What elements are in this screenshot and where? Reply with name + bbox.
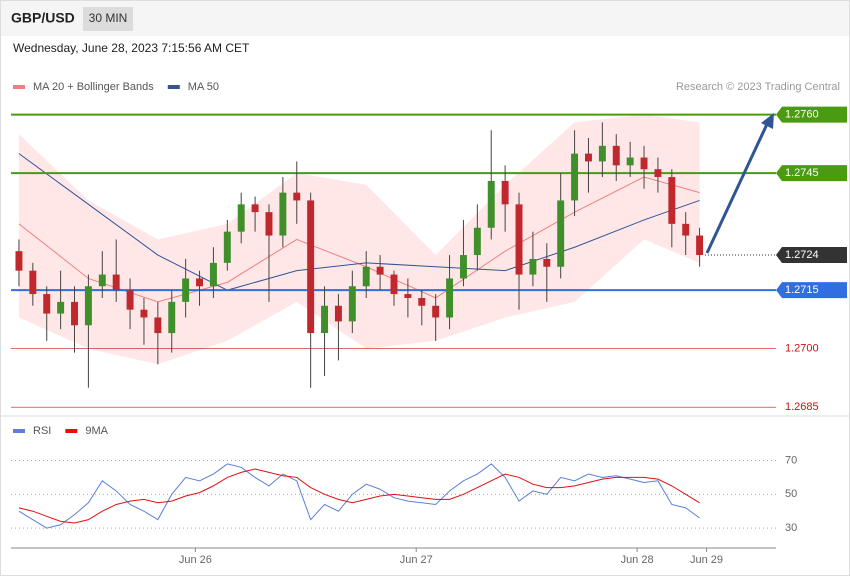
legend-label: MA 50	[188, 81, 219, 93]
candle-body	[196, 278, 203, 287]
level-tag	[776, 165, 847, 182]
level-label: 1.2715	[785, 284, 819, 296]
candle-body	[126, 290, 134, 310]
candle-body	[307, 200, 315, 334]
candle-body	[612, 145, 620, 166]
level-label: 1.2760	[785, 109, 819, 121]
candle-body	[543, 258, 551, 267]
series-line	[18, 463, 700, 529]
candle-body	[265, 212, 273, 236]
candle-body	[293, 192, 301, 201]
series-line	[18, 468, 700, 524]
candle-body	[376, 266, 384, 275]
candle-body	[71, 301, 78, 326]
candle-body	[459, 255, 467, 279]
candle-body	[487, 180, 495, 228]
candle-body	[404, 294, 412, 298]
candle-body	[626, 157, 634, 166]
candle-body	[168, 301, 176, 334]
candle-body	[668, 177, 676, 224]
candle-body	[640, 157, 648, 170]
x-tick-label: Jun 29	[690, 554, 723, 566]
interval: 30 MIN	[89, 11, 128, 25]
candle-body	[154, 317, 162, 334]
candle-body	[334, 305, 342, 322]
legend-swatch	[13, 429, 25, 433]
candle-body	[43, 294, 51, 314]
candle-body	[98, 274, 106, 287]
candle-body	[432, 305, 440, 318]
level-label: 1.2685	[785, 401, 819, 413]
x-tick-label: Jun 27	[400, 554, 433, 566]
candle-body	[140, 309, 148, 318]
candle-body	[557, 200, 565, 267]
level-tag	[776, 106, 847, 123]
y-tick-label: 70	[785, 454, 797, 466]
candle-body	[529, 258, 537, 275]
level-label: 1.2745	[785, 167, 819, 179]
candle-body	[348, 286, 356, 322]
candle-body	[515, 204, 523, 275]
candle-body	[585, 153, 592, 162]
candle-body	[237, 204, 245, 232]
x-tick-label: Jun 28	[621, 554, 654, 566]
level-tag	[776, 247, 847, 264]
x-tick-label: Jun 26	[179, 554, 212, 566]
level-label: 1.2724	[785, 249, 819, 261]
candle-body	[57, 301, 65, 314]
candle-body	[29, 270, 37, 295]
legend-swatch	[167, 85, 180, 89]
level-label: 1.2700	[785, 343, 819, 355]
plot: MA 20 + Bollinger Bands MA 50 1.2760 1.2745…	[11, 81, 847, 566]
candle-body	[84, 286, 92, 326]
candle-body	[598, 145, 606, 162]
header-bar	[1, 1, 849, 36]
legend-label: 9MA	[85, 425, 108, 437]
symbol: GBP/USD	[11, 10, 75, 26]
level-tag	[776, 282, 847, 299]
candle-body	[446, 278, 454, 318]
legend-swatch	[13, 85, 25, 89]
candle-body	[571, 153, 579, 201]
legend-label: MA 20 + Bollinger Bands	[33, 81, 154, 93]
y-tick-label: 30	[785, 522, 797, 534]
candle-body	[654, 169, 662, 178]
candle-body	[682, 223, 690, 236]
candle-body	[696, 235, 704, 256]
candle-body	[182, 278, 190, 302]
candle-body	[418, 297, 426, 306]
candle-body	[362, 266, 370, 287]
forecast-arrow	[705, 121, 770, 254]
candle-body	[279, 192, 287, 236]
legend-label: RSI	[33, 425, 51, 437]
credit: Research © 2023 Trading Central	[676, 81, 840, 93]
candle-body	[209, 262, 217, 287]
candle-body	[501, 180, 509, 205]
legend-swatch	[65, 429, 78, 433]
candle-body	[473, 227, 481, 256]
candle-body	[251, 204, 259, 213]
candle-body	[223, 231, 231, 263]
candle-body	[15, 251, 23, 271]
candle-body	[321, 305, 329, 334]
y-tick-label: 50	[785, 488, 797, 500]
forecast-arrowhead	[761, 113, 774, 129]
interval-badge	[83, 7, 133, 31]
candle-body	[112, 274, 120, 291]
date: Wednesday, June 28, 2023 7:15:56 AM CET	[13, 41, 250, 55]
candle-body	[390, 274, 398, 295]
